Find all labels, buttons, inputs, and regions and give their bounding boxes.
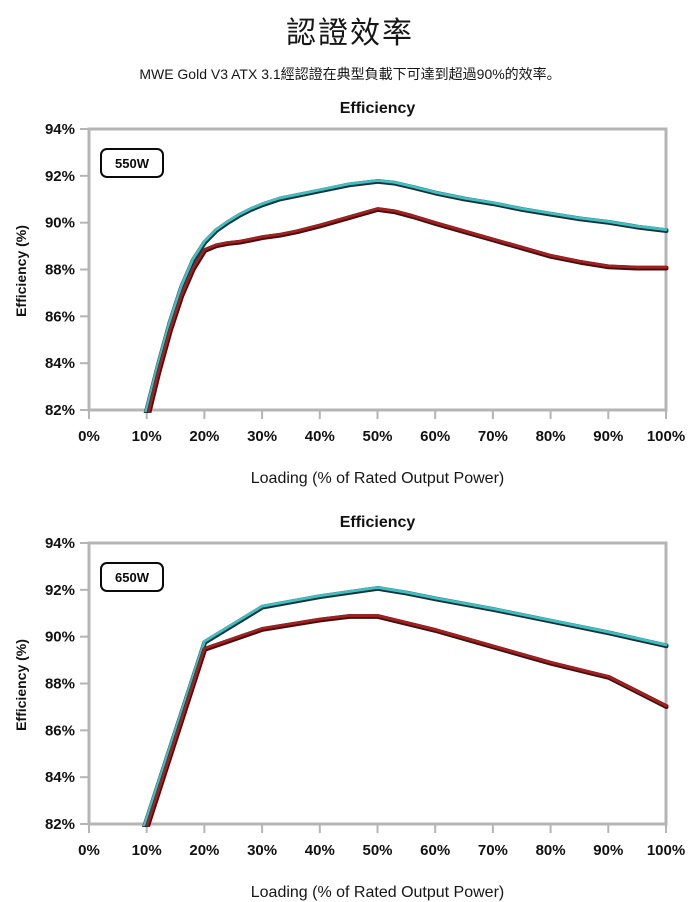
x-tick-label: 100% [647,428,685,445]
x-tick-label: 70% [478,842,508,859]
y-axis-title: Efficiency (%) [13,225,29,317]
y-tick-label: 86% [45,722,75,739]
plot-border [87,541,668,826]
page-title: 認證效率 [286,17,414,50]
x-tick-label: 90% [593,428,623,445]
red-line-edge [146,207,669,413]
page-subtitle: MWE Gold V3 ATX 3.1經認證在典型負載下可達到超過90%的效率。 [139,66,561,82]
plot-area: 82% 84% 86% 88% 90% 92% 94% 0% 10% 20% 30% 40% 50% 60… [45,124,685,445]
x-tick-label: 80% [536,428,566,445]
y-tick-label: 92% [45,168,75,185]
x-tick-label: 10% [132,428,162,445]
plot-border [87,127,668,412]
x-tick-label: 80% [536,842,566,859]
x-tick-label: 0% [78,428,100,445]
x-tick-label: 40% [305,842,335,859]
y-tick-label: 84% [45,355,75,372]
x-tick-label: 70% [478,428,508,445]
plot-area: 82% 84% 86% 88% 90% 92% 94% 0% 10% 20% 30% 40% 50% 60… [45,538,685,859]
plot-border-inner [90,544,665,823]
x-tick-label: 50% [362,428,392,445]
red-line [145,614,668,826]
x-tick-label: 100% [647,842,685,859]
x-tick-label: 30% [247,428,277,445]
chart-body: Efficiency (%) 82% 84% 86% 88% 90% 92% 94% 0% 10… [13,124,686,470]
x-tick-label: 30% [247,842,277,859]
legend-box: 550W [100,148,164,178]
x-tick-label: 50% [362,842,392,859]
y-tick-label: 90% [45,215,75,232]
red-line-edge [144,614,669,827]
teal-line [142,586,668,826]
y-tick-label: 84% [45,769,75,786]
x-tick-label: 40% [305,428,335,445]
chart-650w: Efficiency Efficiency (%) 82% 84% 86% 88% 90… [0,514,700,902]
y-tick-label: 94% [45,124,75,138]
red-line [147,207,668,412]
y-tick-label: 94% [45,538,75,552]
chart-body: Efficiency (%) 82% 84% 86% 88% 90% 92% 94% 0% 10… [13,538,686,884]
chart-550w: Efficiency Efficiency (%) 82% 84% 86% 88% 90… [0,100,700,488]
x-tick-label: 20% [189,842,219,859]
y-tick-label: 86% [45,308,75,325]
x-axis-title: Loading (% of Rated Output Power) [250,470,505,487]
x-tick-label: 60% [420,842,450,859]
plot-border-inner [90,130,665,409]
x-tick-label: 90% [593,842,623,859]
chart-title: Efficiency [339,100,416,117]
x-tick-label: 0% [78,842,100,859]
x-tick-label: 60% [420,428,450,445]
legend-box: 650W [100,562,164,592]
y-tick-label: 92% [45,582,75,599]
teal-line [144,179,668,412]
y-axis-title: Efficiency (%) [13,639,29,731]
x-tick-label: 20% [189,428,219,445]
x-axis-title: Loading (% of Rated Output Power) [250,884,505,901]
y-tick-label: 82% [45,402,75,419]
y-tick-label: 88% [45,676,75,693]
x-tick-label: 10% [132,842,162,859]
y-tick-label: 90% [45,629,75,646]
y-tick-label: 88% [45,262,75,279]
y-tick-label: 82% [45,816,75,833]
chart-title: Efficiency [339,514,416,531]
